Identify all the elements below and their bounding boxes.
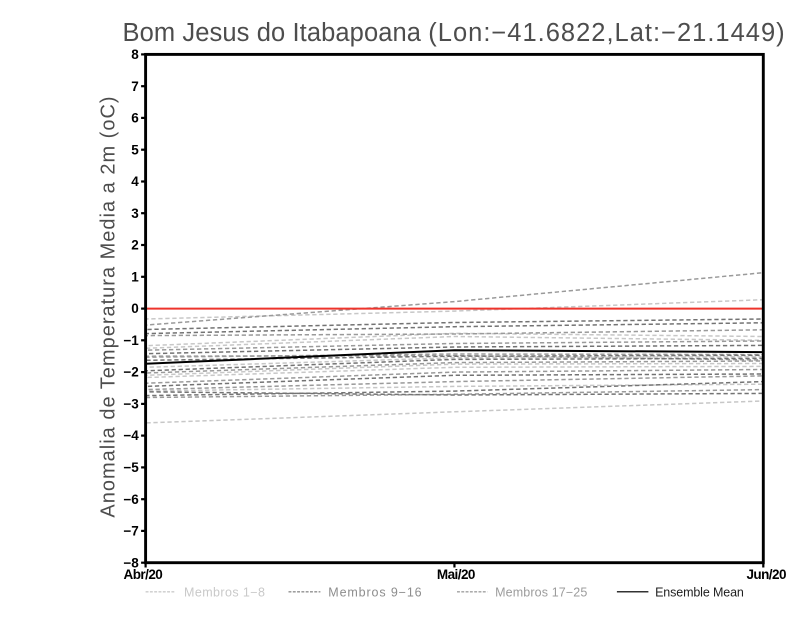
svg-text:Abr/20: Abr/20	[124, 567, 163, 582]
svg-text:0: 0	[131, 301, 139, 316]
svg-text:Ensemble Mean: Ensemble Mean	[655, 585, 744, 599]
svg-text:−4: −4	[123, 428, 139, 443]
svg-text:3: 3	[131, 206, 139, 221]
svg-text:Anomalia de Temperatura Media: Anomalia de Temperatura Media a 2m (oC)	[98, 95, 120, 517]
svg-text:−1: −1	[123, 333, 139, 348]
svg-text:Membros 1−8: Membros 1−8	[184, 585, 265, 599]
svg-text:Membros 9−16: Membros 9−16	[328, 585, 422, 599]
svg-text:8: 8	[131, 47, 139, 62]
svg-text:1: 1	[131, 269, 139, 284]
svg-text:−6: −6	[123, 492, 139, 507]
svg-text:−3: −3	[123, 397, 139, 412]
svg-text:5: 5	[131, 142, 139, 157]
svg-text:−2: −2	[123, 365, 138, 380]
svg-text:4: 4	[131, 174, 139, 189]
svg-text:Bom Jesus do Itabapoana (Lon:−: Bom Jesus do Itabapoana (Lon:−41.6822,La…	[123, 19, 786, 47]
svg-text:7: 7	[131, 79, 139, 94]
svg-text:Jun/20: Jun/20	[746, 567, 786, 582]
svg-text:Mai/20: Mai/20	[437, 567, 475, 582]
svg-text:−8: −8	[123, 555, 139, 570]
svg-text:−5: −5	[123, 460, 139, 475]
svg-text:6: 6	[131, 111, 139, 126]
svg-text:Membros 17−25: Membros 17−25	[495, 585, 587, 599]
svg-text:−7: −7	[123, 524, 138, 539]
svg-text:2: 2	[131, 238, 139, 253]
